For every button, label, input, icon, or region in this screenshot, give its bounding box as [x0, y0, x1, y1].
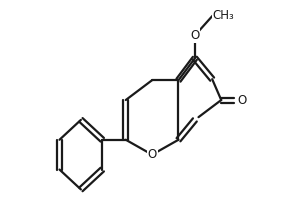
Text: O: O: [238, 94, 247, 106]
Text: O: O: [148, 148, 157, 161]
Text: CH₃: CH₃: [213, 9, 234, 22]
Text: O: O: [190, 29, 200, 42]
